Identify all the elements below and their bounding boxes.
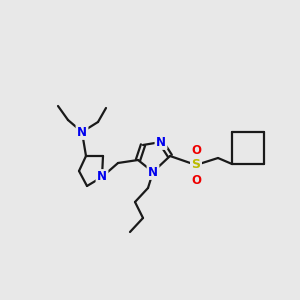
Text: N: N bbox=[148, 166, 158, 178]
Text: N: N bbox=[156, 136, 166, 148]
Text: S: S bbox=[191, 158, 200, 172]
Text: N: N bbox=[97, 170, 107, 184]
Text: O: O bbox=[191, 173, 201, 187]
Text: O: O bbox=[191, 143, 201, 157]
Text: N: N bbox=[77, 125, 87, 139]
